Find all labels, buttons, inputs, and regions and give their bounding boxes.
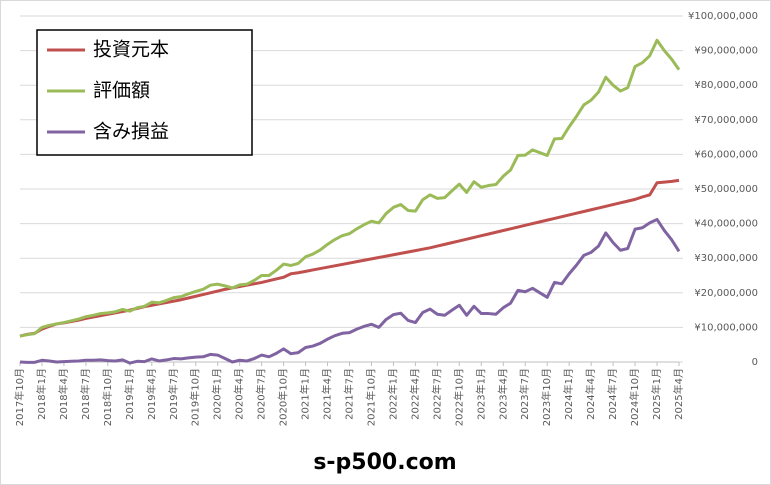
x-tick-label: 2020年7月 bbox=[255, 368, 268, 420]
y-tick-label: ¥100,000,000 bbox=[688, 11, 758, 22]
series-line bbox=[19, 38, 681, 338]
x-tick-label: 2018年4月 bbox=[57, 368, 70, 420]
x-tick-label: 2024年4月 bbox=[584, 368, 597, 420]
y-tick-label: ¥50,000,000 bbox=[694, 184, 758, 195]
x-tick-label: 2019年1月 bbox=[123, 368, 136, 420]
x-tick-label: 2023年4月 bbox=[496, 368, 509, 420]
x-tick-label: 2022年1月 bbox=[386, 368, 399, 420]
legend-label: 投資元本 bbox=[93, 39, 169, 61]
y-tick-label: ¥60,000,000 bbox=[694, 149, 758, 160]
x-tick-label: 2021年1月 bbox=[299, 368, 312, 420]
x-tick-label: 2018年7月 bbox=[79, 368, 92, 420]
x-tick-label: 2021年4月 bbox=[321, 368, 334, 420]
y-tick-label: 0 bbox=[752, 357, 758, 368]
y-tick-label: ¥30,000,000 bbox=[694, 253, 758, 264]
x-tick-label: 2024年1月 bbox=[562, 368, 575, 420]
y-tick-label: ¥40,000,000 bbox=[694, 219, 758, 230]
x-tick-label: 2020年4月 bbox=[233, 368, 246, 420]
x-tick-label: 2020年10月 bbox=[277, 368, 290, 426]
x-tick-label: 2018年10月 bbox=[101, 368, 114, 426]
x-tick-label: 2022年4月 bbox=[408, 368, 421, 420]
x-tick-label: 2019年10月 bbox=[189, 368, 202, 426]
x-tick-label: 2025年1月 bbox=[650, 368, 663, 420]
x-tick-label: 2022年10月 bbox=[452, 368, 465, 426]
legend-label: 含み損益 bbox=[93, 121, 169, 143]
x-tick-label: 2023年10月 bbox=[540, 368, 553, 426]
x-tick-label: 2025年4月 bbox=[672, 368, 685, 420]
x-tick-label: 2019年4月 bbox=[145, 368, 158, 420]
y-tick-label: ¥80,000,000 bbox=[694, 80, 758, 91]
footer: s-p500.com bbox=[313, 450, 456, 475]
y-tick-label: ¥20,000,000 bbox=[694, 288, 758, 299]
x-tick-label: 2023年1月 bbox=[474, 368, 487, 420]
x-tick-label: 2022年7月 bbox=[430, 368, 443, 420]
x-tick-label: 2024年7月 bbox=[606, 368, 619, 420]
x-tick-label: 2024年10月 bbox=[628, 368, 641, 426]
y-tick-label: ¥90,000,000 bbox=[694, 46, 758, 57]
legend-label: 評価額 bbox=[93, 80, 150, 102]
y-tick-label: ¥10,000,000 bbox=[694, 322, 758, 333]
x-tick-label: 2017年10月 bbox=[13, 368, 26, 426]
x-tick-label: 2020年1月 bbox=[211, 368, 224, 420]
y-tick-label: ¥70,000,000 bbox=[694, 115, 758, 126]
series-line bbox=[19, 217, 681, 365]
x-tick-label: 2018年1月 bbox=[35, 368, 48, 420]
x-tick-label: 2019年7月 bbox=[167, 368, 180, 420]
x-tick-label: 2021年7月 bbox=[343, 368, 356, 420]
x-tick-label: 2021年10月 bbox=[364, 368, 377, 426]
x-tick-label: 2023年7月 bbox=[518, 368, 531, 420]
